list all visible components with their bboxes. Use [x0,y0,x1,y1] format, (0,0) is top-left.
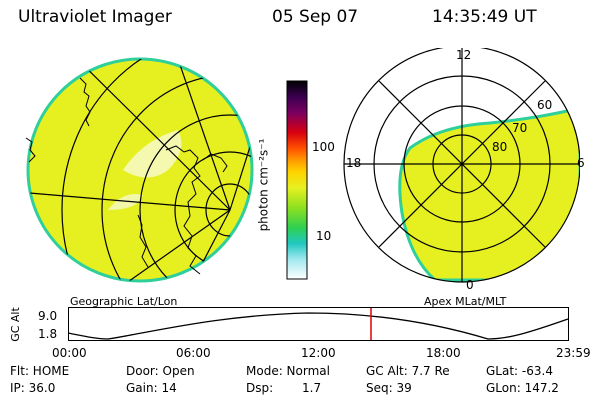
info-dsp-label: Dsp: [246,381,274,395]
date-label: 05 Sep 07 [272,7,359,27]
geographic-panel-label: Geographic Lat/Lon [70,295,178,308]
polar-image [343,48,580,283]
mlat-60-label: 60 [537,98,553,112]
mlat-80-label: 80 [492,140,508,154]
mlt-6-label: 6 [577,156,585,170]
info-glon: GLon: 147.2 [486,381,559,395]
colorbar-tick-10: 10 [316,229,332,243]
info-gain: Gain: 14 [126,381,177,395]
info-mode: Mode: Normal [246,364,330,378]
gc-alt-y-bottom: 1.8 [38,327,58,341]
info-gc-alt: GC Alt: 7.7 Re [366,364,450,378]
time-label: 14:35:49 UT [432,7,537,27]
x-tick-4: 23:59 [556,346,591,360]
gc-alt-axis-label: GC Alt [8,307,22,342]
mlt-18-label: 18 [346,156,362,170]
mlt-12-label: 12 [456,48,472,62]
info-door: Door: Open [126,364,195,378]
mlt-0-label: 0 [466,278,474,292]
gc-alt-y-top: 9.0 [38,309,58,323]
mlat-70-label: 70 [512,121,528,135]
info-flt: Flt: HOME [10,364,70,378]
instrument-title: Ultraviolet Imager [18,7,172,27]
x-tick-3: 18:00 [426,346,461,360]
colorbar-tick-100: 100 [312,140,335,154]
info-glat: GLat: -63.4 [486,364,553,378]
gc-alt-plot [68,307,569,341]
x-tick-2: 12:00 [301,346,336,360]
colorbar [286,80,308,280]
polar-aurora-coverage [398,106,580,282]
info-ip: IP: 36.0 [10,381,56,395]
polar-grid [343,48,580,283]
info-dsp-value: 1.7 [302,381,322,395]
x-tick-1: 06:00 [176,346,211,360]
coastline [25,77,228,275]
colorbar-unit-label: photon cm⁻²s⁻¹ [256,138,271,232]
geographic-image [25,57,254,283]
info-seq: Seq: 39 [366,381,412,395]
polar-panel-label: Apex MLat/MLT [424,295,507,308]
gc-alt-curve [68,312,569,340]
x-tick-0: 00:00 [52,346,87,360]
